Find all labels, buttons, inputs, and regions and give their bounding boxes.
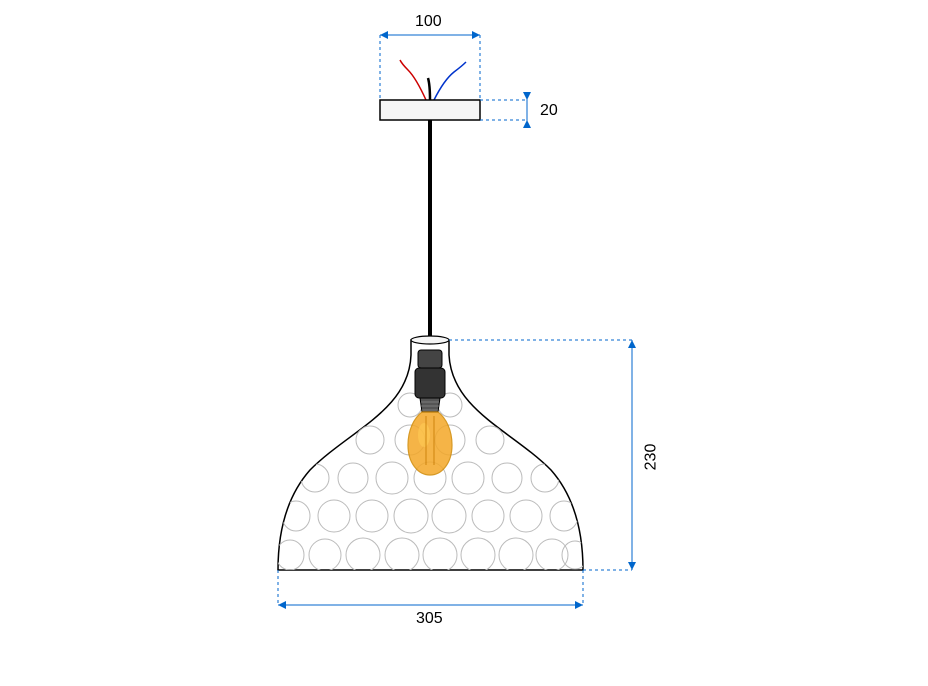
electrical-wires — [400, 60, 466, 100]
shade-neck-rim — [411, 336, 449, 344]
dimension-canopy-height — [480, 92, 531, 128]
lamp-technical-drawing — [0, 0, 928, 686]
label-shade-height: 230 — [642, 444, 660, 471]
label-canopy-width: 100 — [415, 13, 442, 31]
label-shade-width: 305 — [416, 610, 443, 628]
dimension-shade-width — [278, 570, 583, 609]
label-canopy-height: 20 — [540, 102, 558, 120]
canopy — [380, 100, 480, 120]
light-bulb — [408, 412, 452, 475]
